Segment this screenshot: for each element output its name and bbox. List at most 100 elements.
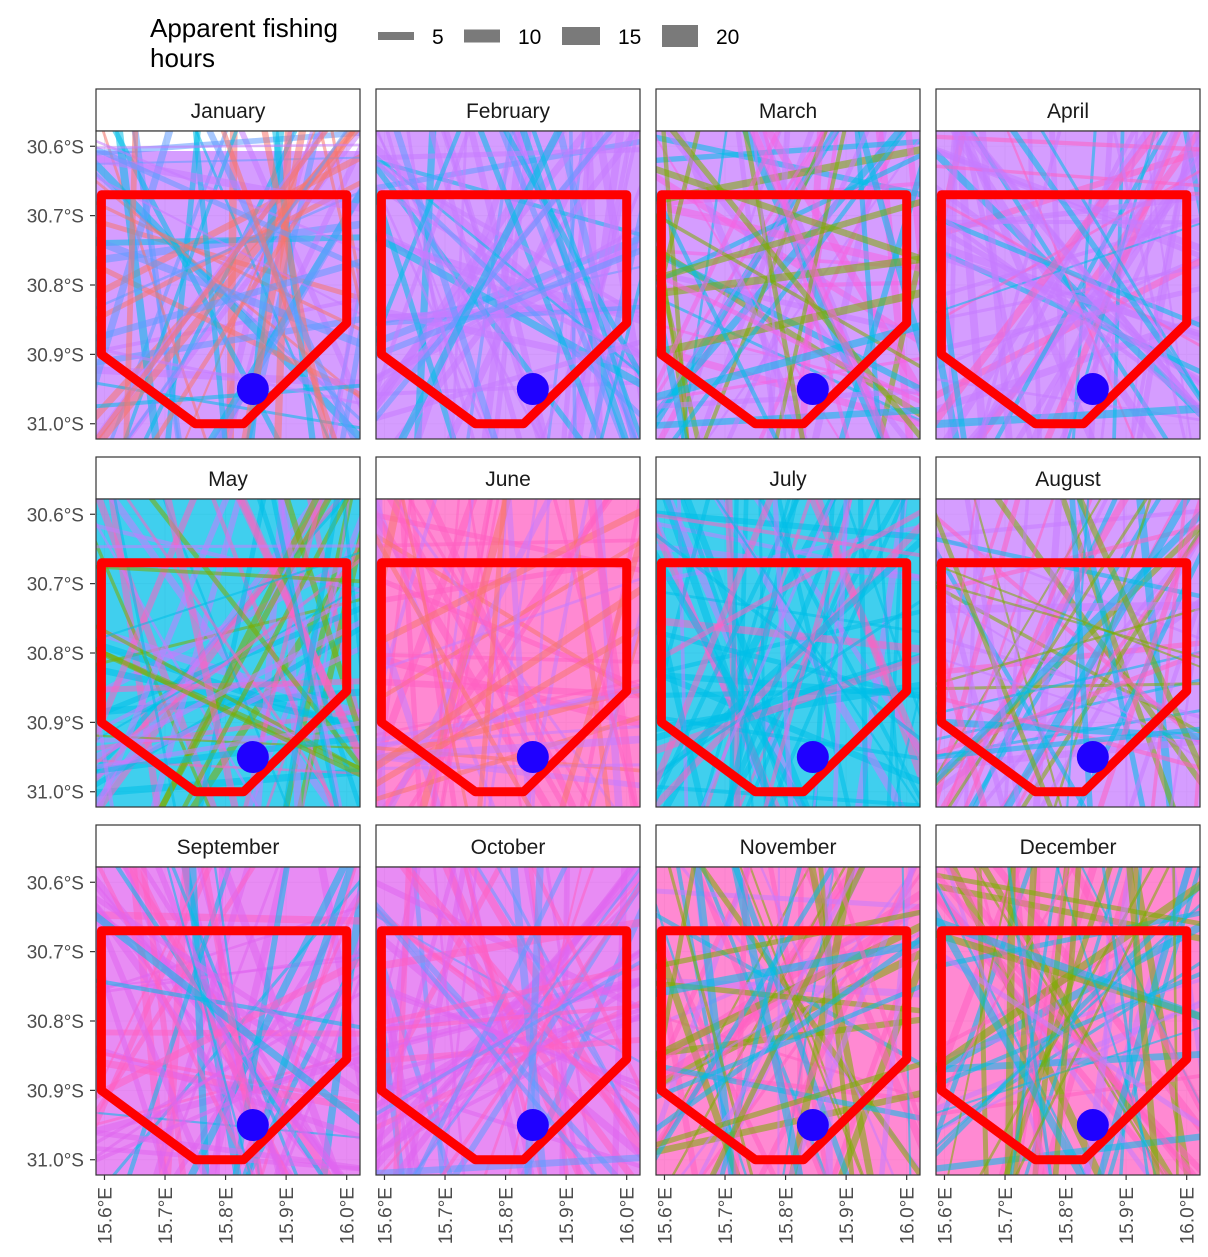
track-line bbox=[656, 213, 920, 369]
track-line bbox=[739, 867, 863, 1175]
track-line bbox=[440, 882, 640, 1175]
x-tick-label: 15.8°E bbox=[217, 1187, 238, 1244]
track-line bbox=[96, 905, 208, 1175]
track-line bbox=[936, 682, 1200, 691]
site-marker bbox=[516, 1109, 549, 1142]
track-line bbox=[1040, 131, 1200, 400]
facet-panel-january: January bbox=[95, 88, 361, 440]
track-line bbox=[656, 923, 777, 1175]
track-line bbox=[97, 867, 254, 1175]
y-tick-label: 31.0°S bbox=[27, 415, 84, 436]
track-line bbox=[376, 1154, 640, 1175]
boundary-polygon bbox=[376, 926, 632, 1165]
facet-panel-february: February bbox=[366, 88, 641, 459]
legend-key-10 bbox=[464, 29, 500, 43]
track-line bbox=[96, 720, 360, 770]
y-tick-label: 30.6°S bbox=[27, 505, 84, 526]
site-marker bbox=[516, 373, 549, 406]
track-line bbox=[1076, 499, 1146, 807]
x-tick-label: 15.6°E bbox=[95, 1187, 116, 1244]
fishing-tracks bbox=[656, 131, 920, 439]
track-line bbox=[477, 499, 508, 807]
facet-panel-march: March bbox=[655, 88, 921, 440]
boundary-polygon bbox=[936, 558, 1192, 797]
track-line bbox=[569, 131, 577, 439]
boundary-polygon bbox=[936, 926, 1192, 1165]
x-tick-label: 15.9°E bbox=[277, 1187, 298, 1244]
track-line bbox=[936, 999, 1200, 1134]
track-line bbox=[936, 499, 1009, 721]
legend: Apparent fishing hours 5 10 15 20 bbox=[150, 13, 739, 73]
site-marker bbox=[1076, 741, 1109, 774]
track-line bbox=[1122, 499, 1128, 807]
track-line bbox=[376, 746, 640, 773]
track-line bbox=[656, 939, 920, 998]
x-tick-label: 15.7°E bbox=[996, 1187, 1017, 1244]
track-line bbox=[936, 726, 1200, 760]
track-line bbox=[424, 499, 577, 807]
fishing-tracks bbox=[919, 847, 1200, 1195]
track-line bbox=[393, 131, 499, 439]
track-line bbox=[552, 499, 638, 807]
track-line bbox=[905, 131, 920, 284]
track-line bbox=[96, 146, 360, 270]
track-line bbox=[723, 499, 851, 807]
track-line bbox=[715, 499, 920, 807]
track-line bbox=[919, 847, 932, 1195]
panel-border bbox=[935, 866, 1201, 1176]
track-line bbox=[671, 131, 908, 439]
track-line bbox=[376, 1014, 640, 1155]
track-line bbox=[936, 872, 1200, 927]
track-line bbox=[731, 867, 804, 1175]
track-line bbox=[164, 499, 239, 807]
track-line bbox=[366, 111, 373, 459]
track-line bbox=[376, 131, 462, 345]
track-line bbox=[101, 131, 207, 439]
track-line bbox=[393, 131, 640, 439]
track-line bbox=[260, 867, 358, 1175]
track-line bbox=[140, 867, 187, 1175]
facet-strip bbox=[935, 88, 1201, 132]
track-line bbox=[1066, 499, 1090, 807]
track-line bbox=[125, 131, 348, 439]
legend-label-10: 10 bbox=[518, 26, 541, 49]
legend-title-line-1: Apparent fishing bbox=[150, 13, 338, 43]
site-marker bbox=[796, 1109, 829, 1142]
panel-border bbox=[375, 498, 641, 808]
panel-border bbox=[375, 130, 641, 440]
y-tick-label: 30.8°S bbox=[27, 644, 84, 665]
track-line bbox=[376, 577, 640, 673]
track-line bbox=[945, 499, 1055, 807]
track-line bbox=[301, 499, 351, 807]
track-line bbox=[667, 867, 754, 1175]
facet-title: December bbox=[1020, 836, 1117, 859]
track-line bbox=[376, 247, 640, 359]
track-line bbox=[508, 867, 583, 1175]
panel-border bbox=[95, 498, 361, 808]
x-tick-label: 16.0°E bbox=[898, 1187, 919, 1244]
x-tick-label: 15.9°E bbox=[837, 1187, 858, 1244]
track-line bbox=[875, 131, 914, 439]
facet-strip bbox=[655, 456, 921, 500]
track-line bbox=[936, 694, 1200, 771]
track-line bbox=[611, 867, 628, 1175]
track-line bbox=[1195, 131, 1200, 236]
track-line bbox=[725, 499, 799, 807]
x-tick-label: 15.7°E bbox=[156, 1187, 177, 1244]
track-line bbox=[376, 960, 640, 1117]
track-line bbox=[857, 499, 869, 807]
track-line bbox=[936, 499, 1102, 779]
track-line bbox=[271, 499, 340, 807]
track-line bbox=[656, 888, 920, 910]
track-line bbox=[1126, 867, 1160, 1175]
y-tick-label: 30.7°S bbox=[27, 207, 84, 228]
facet-title: September bbox=[177, 836, 280, 859]
track-line bbox=[656, 867, 751, 1144]
track-line bbox=[377, 131, 494, 439]
track-line bbox=[838, 163, 920, 439]
legend-key-20 bbox=[662, 25, 698, 47]
track-line bbox=[936, 404, 1200, 429]
x-tick-label: 15.8°E bbox=[497, 1187, 518, 1244]
fishing-tracks bbox=[376, 867, 640, 1175]
track-line bbox=[764, 131, 920, 400]
